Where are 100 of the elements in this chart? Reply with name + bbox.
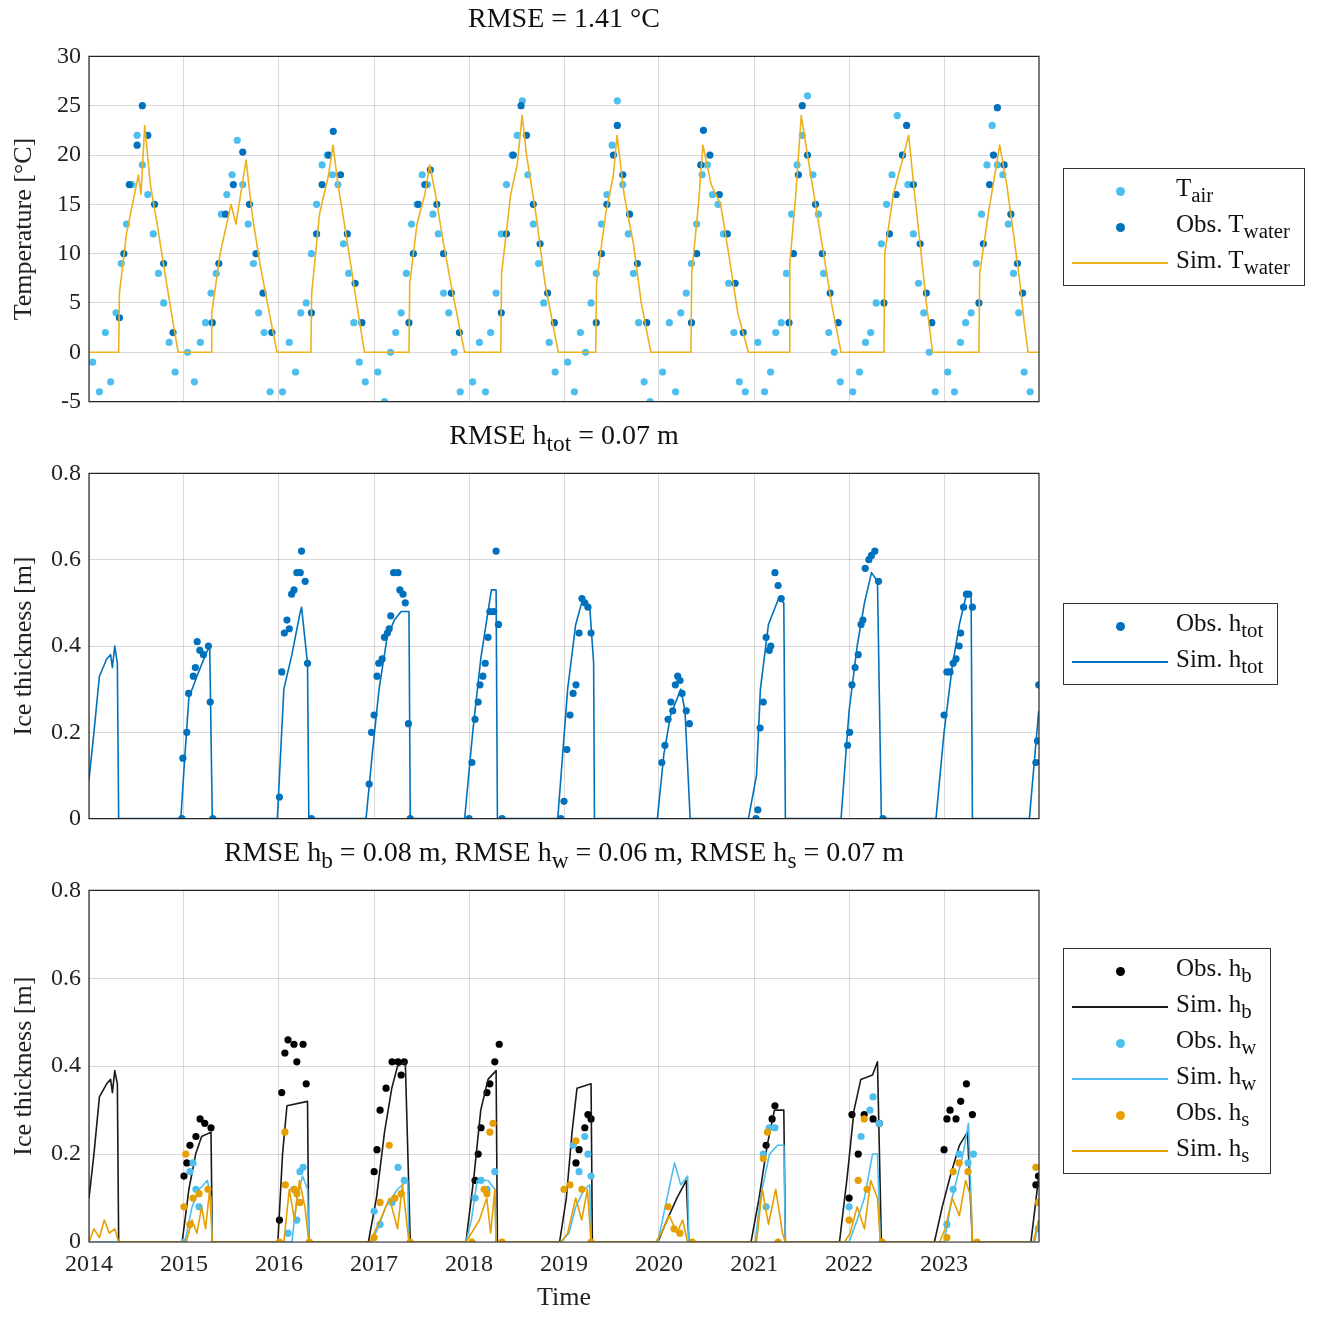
- x-tick-label: 2018: [445, 1249, 494, 1276]
- point: [281, 1181, 289, 1189]
- point: [955, 1159, 963, 1167]
- point: [1032, 1163, 1039, 1171]
- point: [946, 1106, 954, 1114]
- point: [759, 1154, 767, 1163]
- point: [180, 1203, 188, 1211]
- point: [869, 1093, 877, 1101]
- point: [962, 1080, 971, 1088]
- y-tick-label: -5: [61, 386, 81, 413]
- point: [869, 1115, 877, 1123]
- point: [957, 1097, 965, 1105]
- point: [763, 1128, 772, 1136]
- y-tick-label: 10: [57, 238, 81, 265]
- point: [299, 1163, 307, 1171]
- point: [845, 1194, 853, 1202]
- point: [866, 1106, 874, 1114]
- point: [857, 1132, 865, 1141]
- point: [299, 1040, 307, 1048]
- y-axis-title: Ice thickness [m]: [8, 556, 38, 736]
- point: [495, 1040, 503, 1048]
- point: [385, 1141, 393, 1149]
- y-tick-label: 0.8: [51, 458, 81, 485]
- y-tick-label: 0.6: [51, 545, 81, 571]
- point: [394, 1163, 402, 1171]
- point: [284, 1036, 292, 1044]
- legend-label: Sim. h$_{s}$: [1176, 1134, 1250, 1168]
- point: [771, 1102, 779, 1110]
- point: [575, 1146, 583, 1154]
- point: [391, 1194, 399, 1202]
- x-axis-title: Time: [537, 1282, 591, 1312]
- point: [196, 1115, 204, 1123]
- y-tick-label: 0.8: [51, 875, 81, 902]
- legend-label: Obs. h$_{tot}$: [1176, 609, 1264, 643]
- point: [189, 1194, 197, 1202]
- point: [943, 1234, 951, 1242]
- point: [940, 1146, 948, 1154]
- y-tick-label: 25: [57, 91, 81, 118]
- point: [486, 1128, 494, 1136]
- y-tick-label: 0: [69, 337, 81, 364]
- point: [771, 1124, 779, 1132]
- y-tick-label: 0.6: [51, 963, 81, 990]
- chart-title: RMSE h$_{b}$ = 0.08 m, RMSE h$_{w}$ = 0.06 m, RMSE h$_{s}$ = 0.07 m: [222, 836, 906, 874]
- point: [943, 1115, 951, 1123]
- point: [483, 1190, 491, 1198]
- point: [968, 1110, 977, 1119]
- point: [584, 1150, 592, 1158]
- legend-label: Obs. T$_{water}$: [1176, 210, 1290, 244]
- point: [854, 1150, 862, 1158]
- point: [969, 1150, 978, 1158]
- point: [290, 1040, 298, 1048]
- point: [382, 1084, 390, 1092]
- y-tick-label: 0: [69, 803, 81, 830]
- y-tick-label: 15: [57, 189, 81, 216]
- point: [394, 1058, 402, 1066]
- point: [186, 1141, 194, 1149]
- legend-label: Sim. T$_{water}$: [1176, 246, 1290, 280]
- point: [302, 1080, 310, 1088]
- chart-title: RMSE h$_{tot}$ = 0.07 m: [448, 419, 680, 457]
- point: [572, 1137, 580, 1145]
- point: [189, 1159, 197, 1167]
- point: [581, 1124, 589, 1132]
- point: [664, 1203, 672, 1211]
- legend-label: Obs. h$_{s}$: [1176, 1098, 1250, 1132]
- point: [370, 1207, 378, 1215]
- y-tick-label: 0.4: [51, 631, 81, 658]
- legend-label: T$_{air}$: [1176, 174, 1214, 208]
- point: [491, 1168, 499, 1176]
- point: [388, 1058, 396, 1066]
- point: [566, 1181, 574, 1189]
- point: [845, 1216, 853, 1224]
- point: [281, 1049, 289, 1057]
- legend-label: Sim. h$_{tot}$: [1176, 645, 1264, 679]
- point: [183, 1159, 191, 1167]
- point: [575, 1168, 583, 1176]
- point: [370, 1168, 378, 1176]
- y-tick-label: 0.4: [51, 1051, 81, 1078]
- y-tick-label: 0.2: [51, 1139, 81, 1166]
- y-tick-label: 30: [57, 41, 81, 68]
- point: [964, 1168, 972, 1176]
- y-tick-label: 0.2: [51, 717, 81, 744]
- point: [578, 1185, 586, 1193]
- point: [952, 1115, 960, 1123]
- point: [201, 1119, 209, 1127]
- point: [860, 1115, 868, 1123]
- point: [373, 1146, 381, 1154]
- point: [560, 1185, 568, 1193]
- point: [581, 1132, 589, 1141]
- point: [676, 1229, 684, 1237]
- point: [376, 1106, 384, 1114]
- y-tick-label: 5: [69, 288, 81, 315]
- chart-title: RMSE = 1.41 °C: [467, 2, 661, 34]
- x-tick-label: 2015: [159, 1249, 208, 1276]
- point: [489, 1119, 497, 1127]
- x-tick-label: 2022: [825, 1249, 874, 1276]
- point: [949, 1168, 957, 1176]
- x-tick-label: 2017: [350, 1249, 399, 1276]
- x-tick-label: 2016: [254, 1249, 303, 1276]
- point: [572, 1159, 580, 1167]
- point: [195, 1190, 203, 1198]
